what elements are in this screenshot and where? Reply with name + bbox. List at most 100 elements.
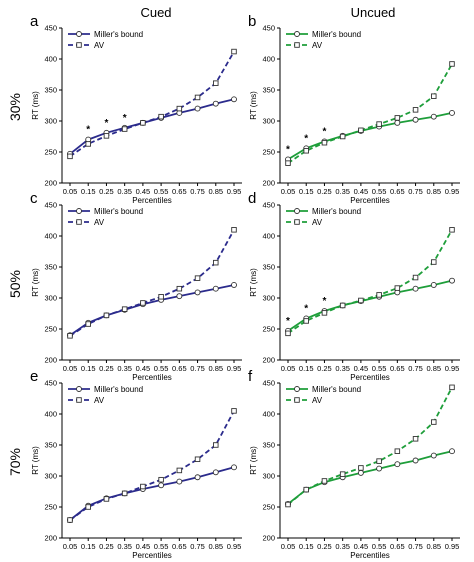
y-tick-label: 400 (44, 55, 57, 64)
series-line-millers-bound (69, 98, 235, 155)
data-point-square (176, 467, 183, 474)
y-tick-label: 200 (262, 534, 275, 543)
data-point-square (394, 285, 401, 291)
y-tick-label: 300 (44, 472, 57, 481)
data-point-square (376, 458, 382, 464)
legend-marker-circle (294, 386, 300, 392)
y-tick-label: 450 (262, 24, 275, 33)
x-axis-title: Percentiles (350, 551, 390, 560)
x-tick-label: 0.15 (81, 187, 96, 196)
significance-star: * (304, 303, 308, 314)
data-point-square (158, 113, 164, 120)
legend-label: Miller's bound (94, 30, 143, 39)
data-point-square (194, 456, 201, 463)
x-tick-label: 0.65 (390, 364, 405, 373)
y-tick-label: 450 (262, 201, 275, 210)
x-tick-label: 0.75 (408, 187, 423, 196)
x-tick-label: 0.05 (63, 364, 78, 373)
x-tick-label: 0.45 (354, 187, 369, 196)
y-axis-title: RT (ms) (249, 91, 258, 120)
y-tick-label: 250 (262, 148, 275, 157)
panel-letter: e (30, 368, 38, 385)
data-point-square (194, 275, 201, 281)
x-tick-label: 0.55 (372, 542, 387, 551)
column-title-uncued: Uncued (351, 5, 396, 20)
data-point-circle (357, 469, 364, 476)
x-tick-label: 0.05 (281, 542, 296, 551)
x-tick-label: 0.85 (426, 542, 441, 551)
x-tick-label: 0.35 (117, 364, 132, 373)
x-tick-label: 0.85 (426, 187, 441, 196)
y-tick-label: 400 (262, 410, 275, 419)
y-tick-label: 450 (44, 24, 57, 33)
x-tick-label: 0.85 (208, 187, 223, 196)
x-tick-label: 0.35 (117, 187, 132, 196)
panel-letter: f (248, 368, 253, 385)
x-tick-label: 0.55 (154, 187, 169, 196)
data-point-square (67, 517, 73, 523)
data-point-square (431, 259, 437, 265)
x-tick-label: 0.05 (63, 187, 78, 196)
data-point-circle (430, 282, 437, 288)
x-tick-label: 0.25 (99, 187, 114, 196)
significance-star: * (322, 296, 326, 307)
y-tick-label: 200 (262, 356, 275, 365)
series-line-av (287, 229, 453, 335)
legend-marker-circle (76, 386, 82, 392)
significance-star: * (304, 133, 308, 144)
legend-label: AV (94, 41, 105, 50)
panel-letter: d (248, 190, 256, 207)
data-point-circle (212, 285, 219, 292)
y-tick-label: 350 (44, 263, 57, 272)
x-tick-label: 0.45 (136, 187, 151, 196)
data-point-square (285, 160, 291, 166)
legend-marker-square (76, 219, 82, 225)
data-point-circle (194, 105, 201, 112)
data-point-circle (176, 478, 183, 485)
x-tick-label: 0.05 (281, 187, 296, 196)
x-tick-label: 0.45 (136, 542, 151, 551)
x-tick-label: 0.35 (335, 364, 350, 373)
data-point-square (140, 483, 146, 490)
legend-label: Miller's bound (312, 30, 361, 39)
y-tick-label: 200 (44, 356, 57, 365)
y-tick-label: 400 (262, 55, 275, 64)
data-point-square (176, 105, 183, 112)
legend-label: AV (94, 396, 105, 405)
data-point-square (231, 227, 237, 233)
data-point-square (449, 227, 455, 233)
x-tick-label: 0.15 (81, 364, 96, 373)
legend-marker-circle (294, 31, 300, 37)
data-point-square (140, 300, 146, 306)
y-tick-label: 200 (44, 179, 57, 188)
legend-marker-circle (294, 208, 300, 214)
data-point-square (303, 148, 309, 154)
legend-label: AV (94, 218, 105, 227)
data-point-square (67, 153, 73, 160)
legend-marker-square (294, 397, 300, 403)
x-tick-label: 0.65 (172, 542, 187, 551)
y-tick-label: 450 (44, 379, 57, 388)
row-label-50: 50% (7, 270, 23, 298)
data-point-circle (412, 457, 419, 464)
y-tick-label: 350 (262, 86, 275, 95)
x-tick-label: 0.75 (190, 364, 205, 373)
data-point-square (449, 384, 455, 391)
data-point-square (121, 306, 128, 312)
data-point-square (85, 321, 91, 327)
y-tick-label: 300 (262, 294, 275, 303)
y-tick-label: 350 (262, 441, 275, 450)
column-title-cued: Cued (140, 5, 171, 20)
x-tick-label: 0.15 (299, 542, 314, 551)
x-tick-label: 0.95 (227, 364, 242, 373)
data-point-square (376, 292, 382, 298)
data-point-circle (231, 464, 237, 471)
y-tick-label: 350 (44, 86, 57, 95)
legend-marker-circle (76, 31, 82, 37)
y-tick-label: 450 (262, 379, 275, 388)
x-tick-label: 0.55 (154, 542, 169, 551)
series-line-millers-bound (287, 450, 453, 505)
